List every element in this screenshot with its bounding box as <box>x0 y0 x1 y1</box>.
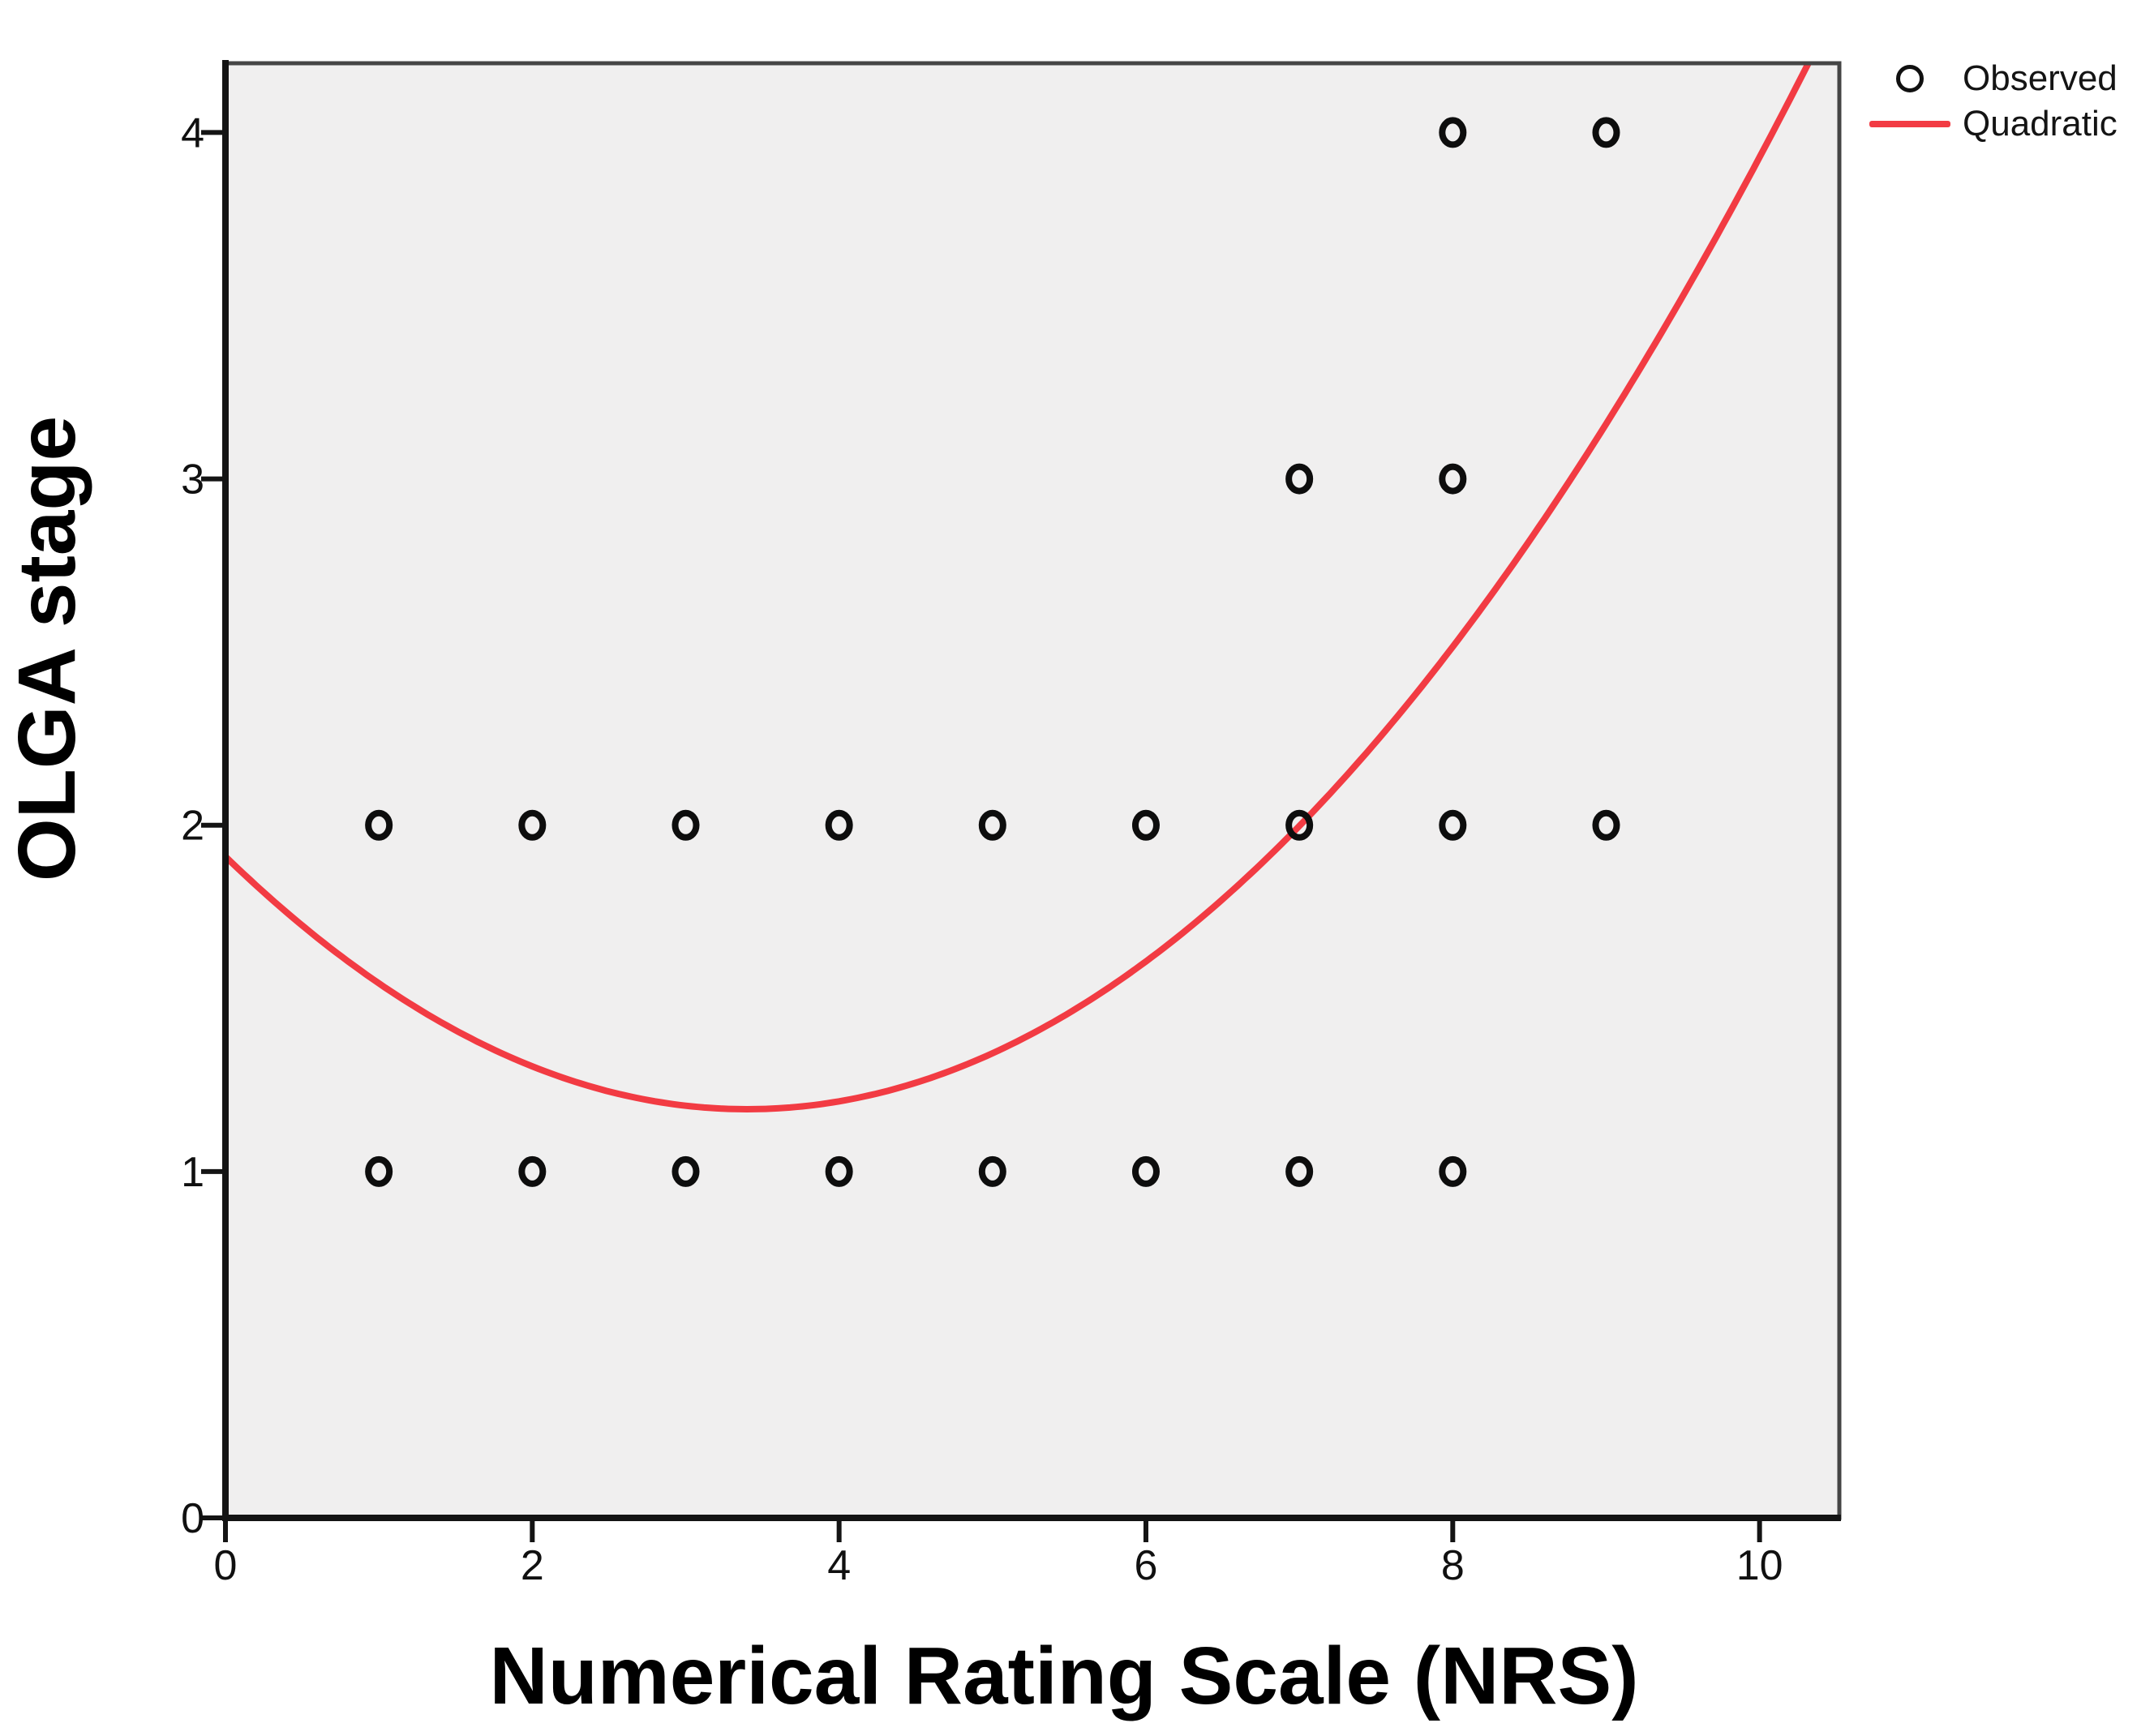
data-point <box>1285 1155 1314 1187</box>
legend: Observed Quadratic <box>1862 58 2118 144</box>
y-tick-label: 4 <box>181 109 204 156</box>
x-tick-label: 10 <box>1736 1542 1783 1589</box>
y-tick-label: 0 <box>181 1495 204 1542</box>
data-point <box>825 809 853 841</box>
data-point <box>1285 809 1314 841</box>
x-axis-ticks: 0 2 4 6 8 10 <box>214 1518 1783 1589</box>
x-tick-label: 6 <box>1135 1542 1158 1589</box>
data-point <box>825 1155 853 1187</box>
plot-area-background <box>225 63 1839 1518</box>
legend-item-quadratic: Quadratic <box>1862 104 2118 144</box>
data-point <box>1439 463 1467 495</box>
y-tick-label: 1 <box>181 1149 204 1196</box>
quadratic-fit-curve <box>225 63 1813 1113</box>
data-point <box>1439 809 1467 841</box>
data-point <box>672 1155 700 1187</box>
x-tick-label: 2 <box>521 1542 544 1589</box>
legend-item-observed: Observed <box>1862 58 2118 98</box>
data-point <box>365 1155 393 1187</box>
y-tick-label: 2 <box>181 803 204 850</box>
data-point <box>518 1155 547 1187</box>
data-point <box>365 809 393 841</box>
quadratic-line-icon <box>1869 121 1950 127</box>
x-tick-label: 0 <box>214 1542 238 1589</box>
data-point <box>1285 463 1314 495</box>
legend-marker-cell <box>1862 121 1958 127</box>
data-point <box>1439 1155 1467 1187</box>
y-axis-ticks: 0 1 2 3 4 <box>181 109 225 1542</box>
data-point <box>1131 1155 1160 1187</box>
x-tick-label: 8 <box>1441 1542 1465 1589</box>
data-point <box>978 1155 1006 1187</box>
observed-points-layer <box>365 117 1620 1187</box>
legend-marker-cell <box>1862 65 1958 92</box>
data-point <box>1439 117 1467 148</box>
data-point <box>672 809 700 841</box>
data-point <box>1592 809 1620 841</box>
y-axis-title: OLGA stage <box>2 415 92 882</box>
x-axis-title: Numerical Rating Scale (NRS) <box>489 1631 1639 1721</box>
data-point <box>1592 117 1620 148</box>
legend-label-observed: Observed <box>1963 58 2118 98</box>
quadratic-curve-layer <box>225 63 1813 1113</box>
data-point <box>978 809 1006 841</box>
legend-label-quadratic: Quadratic <box>1963 104 2118 144</box>
y-tick-label: 3 <box>181 457 204 504</box>
x-tick-label: 4 <box>827 1542 851 1589</box>
observed-marker-icon <box>1896 65 1924 92</box>
data-point <box>1131 809 1160 841</box>
data-point <box>518 809 547 841</box>
